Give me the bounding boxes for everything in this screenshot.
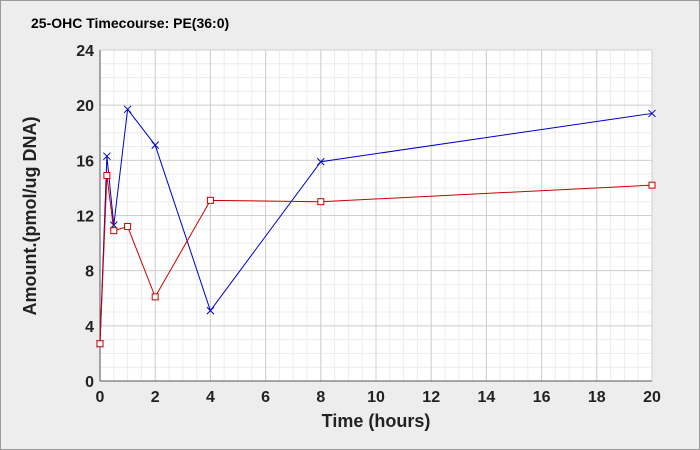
- x-tick-label: 20: [643, 389, 661, 406]
- y-tick-label: 8: [85, 264, 94, 281]
- x-tick-label: 8: [316, 389, 325, 406]
- point-stroke: [648, 109, 656, 118]
- y-tick-label: 4: [85, 319, 94, 336]
- y-tick-labels: 0 4 8 12 16 20 24: [76, 43, 94, 391]
- x-tick-label: 14: [478, 389, 496, 406]
- y-tick-label: 20: [76, 98, 94, 115]
- x-tick-label: 18: [588, 389, 606, 406]
- y-tick-label: 24: [76, 43, 94, 60]
- series-1-point: [316, 157, 325, 166]
- y-tick-label: 12: [76, 209, 94, 226]
- series-layer: [96, 105, 656, 348]
- y-tick-label: 16: [76, 153, 94, 170]
- y-axis-label: Amount.(pmol/ug DNA): [20, 117, 40, 316]
- x-tick-label: 2: [151, 389, 160, 406]
- series-2-point: [648, 181, 656, 189]
- series-1-point: [648, 109, 656, 118]
- point-stroke: [151, 141, 160, 150]
- series-1-line: [99, 108, 653, 344]
- series-2-point: [110, 227, 118, 235]
- series-1-point: [151, 141, 160, 150]
- x-tick-label: 6: [261, 389, 270, 406]
- series-2-line: [99, 175, 653, 344]
- grid: [99, 49, 653, 382]
- x-tick-label: 0: [96, 389, 105, 406]
- series-1-point: [123, 105, 132, 114]
- series-2-point: [151, 293, 159, 301]
- series-2-point: [206, 196, 214, 204]
- point-stroke: [206, 306, 215, 315]
- series-2-point: [317, 198, 325, 206]
- point-stroke: [103, 152, 111, 161]
- x-tick-label: 16: [533, 389, 551, 406]
- point-stroke: [316, 157, 325, 166]
- x-tick-label: 12: [422, 389, 440, 406]
- x-axis-label: Time (hours): [322, 411, 431, 431]
- series-2-point: [103, 172, 111, 180]
- chart-title: 25-OHC Timecourse: PE(36:0): [31, 15, 229, 31]
- series-2-point: [96, 340, 104, 348]
- series-1-point: [103, 152, 111, 161]
- point-stroke: [123, 105, 132, 114]
- x-tick-labels: 0 2 4 6 8 10 12 14 16 18 20: [96, 389, 661, 406]
- axes: [99, 50, 652, 382]
- x-tick-label: 4: [206, 389, 215, 406]
- x-tick-label: 10: [367, 389, 385, 406]
- series-1-point: [206, 306, 215, 315]
- y-tick-label: 0: [85, 374, 94, 391]
- series-2-point: [124, 223, 132, 231]
